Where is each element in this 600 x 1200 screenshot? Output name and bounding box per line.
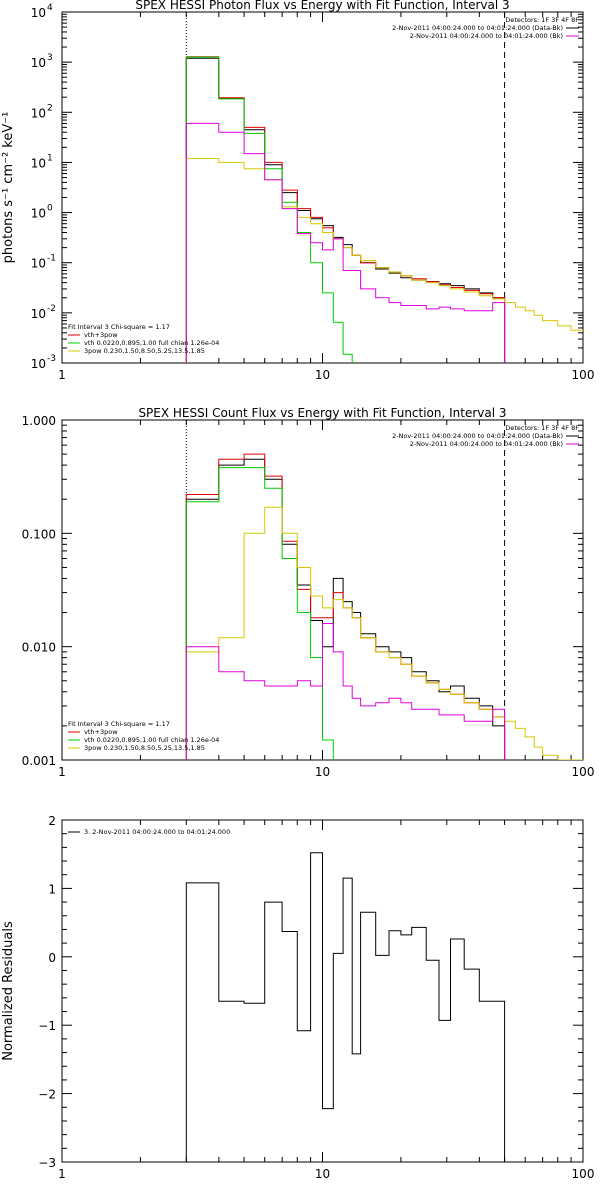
y-tick-label: 0.001 <box>22 754 56 768</box>
y-tick-exponent: 2 <box>47 103 53 113</box>
chart-title: SPEX HESSI Photon Flux vs Energy with Fi… <box>135 0 509 12</box>
y-tick-exponent: 0 <box>47 204 53 214</box>
series-3pow <box>185 158 583 363</box>
x-tick-label: 100 <box>572 765 595 779</box>
y-axis-label: photons s⁻¹ cm⁻² keV⁻¹ <box>1 112 16 264</box>
y-tick-label: 10 <box>31 257 46 271</box>
chart-title: SPEX HESSI Count Flux vs Energy with Fit… <box>138 406 506 420</box>
y-tick-label: 10 <box>31 6 46 20</box>
y-tick-label: 10 <box>31 56 46 70</box>
y-tick-label: 2 <box>48 814 56 828</box>
legend-label: 2-Nov-2011 04:00:24.000 to 04:01:24.000 … <box>410 32 563 40</box>
y-tick-label: −2 <box>38 1088 56 1102</box>
y-tick-exponent: 4 <box>47 3 53 13</box>
y-tick-label: 0.010 <box>22 641 56 655</box>
legend-label: 2-Nov-2011 04:00:24.000 to 04:01:24.000 … <box>392 432 563 440</box>
y-tick-exponent: 3 <box>47 53 53 63</box>
legend-label: 3pow 0.230,1.50,8.50,5.25,13.5,1.85 <box>84 744 205 752</box>
legend-label: 3pow 0.230,1.50,8.50,5.25,13.5,1.85 <box>84 347 205 355</box>
legend-label: vth 0.0220,0.895,1.00 full chian 1.26e-0… <box>84 339 219 347</box>
series-bk <box>185 623 506 760</box>
legend-label: vth+3pow <box>84 331 118 339</box>
y-tick-label: 10 <box>31 357 46 371</box>
legend-right-header: Detectors: 1F 3F 4F 8F <box>505 424 579 432</box>
y-tick-label: 10 <box>31 307 46 321</box>
x-tick-label: 1 <box>58 1167 66 1181</box>
series-group <box>185 852 506 1162</box>
y-tick-label: 0.100 <box>22 527 56 541</box>
series-group <box>185 453 583 760</box>
legend-label: vth+3pow <box>84 728 118 736</box>
chart-panel-2: SPEX HESSI Count Flux vs Energy with Fit… <box>22 406 595 779</box>
legend-label: 2-Nov-2011 04:00:24.000 to 04:01:24.000 … <box>392 24 563 32</box>
y-tick-label: 10 <box>31 106 46 120</box>
x-tick-label: 10 <box>315 765 330 779</box>
y-tick-label: 0 <box>48 951 56 965</box>
y-tick-exponent: -1 <box>47 254 56 264</box>
series-vth-3pow <box>185 56 506 363</box>
legend-left-header: Fit Interval 3 Chi-square = 1.17 <box>68 323 170 331</box>
x-tick-label: 100 <box>572 368 595 382</box>
x-tick-label: 1 <box>58 765 66 779</box>
legend-left-header: Fit Interval 3 Chi-square = 1.17 <box>68 720 170 728</box>
chart-panel-1: SPEX HESSI Photon Flux vs Energy with Fi… <box>1 0 594 382</box>
x-tick-label: 10 <box>315 1167 330 1181</box>
y-tick-label: −1 <box>38 1019 56 1033</box>
series-3pow <box>185 506 583 760</box>
legend-label: vth 0.0220,0.895,1.00 full chian 1.26e-0… <box>84 736 219 744</box>
series-data-bk <box>185 57 506 363</box>
legend-label: 2-Nov-2011 04:00:24.000 to 04:01:24.000 … <box>410 440 563 448</box>
y-tick-label: 10 <box>31 207 46 221</box>
y-tick-label: −3 <box>38 1156 56 1170</box>
series-vth-3pow <box>185 453 506 760</box>
y-tick-exponent: 1 <box>47 153 53 163</box>
y-tick-exponent: -2 <box>47 304 56 314</box>
series-vth <box>185 56 353 363</box>
series-group <box>185 56 583 363</box>
y-tick-label: 1.000 <box>22 414 56 428</box>
y-tick-label: 10 <box>31 156 46 170</box>
x-tick-label: 10 <box>315 368 330 382</box>
x-tick-label: 1 <box>58 368 66 382</box>
series-vth <box>185 467 334 760</box>
y-tick-exponent: -3 <box>47 354 56 364</box>
y-tick-label: 1 <box>48 882 56 896</box>
x-tick-label: 100 <box>572 1167 595 1181</box>
y-axis-label: Normalized Residuals <box>1 921 16 1061</box>
series-3-2-nov-2011-04-00-24-000-to-04-01-24-000 <box>185 852 506 1162</box>
series-bk <box>185 122 506 363</box>
chart-panel-3: 1 10 100 −3 −2 −1 0 1 2 Normalized Residuals 3. 2-… <box>1 814 594 1181</box>
legend-label: 3. 2-Nov-2011 04:00:24.000 to 04:01:24.0… <box>84 828 230 836</box>
legend-right-header: Detectors: 1F 3F 4F 8F <box>505 16 579 24</box>
